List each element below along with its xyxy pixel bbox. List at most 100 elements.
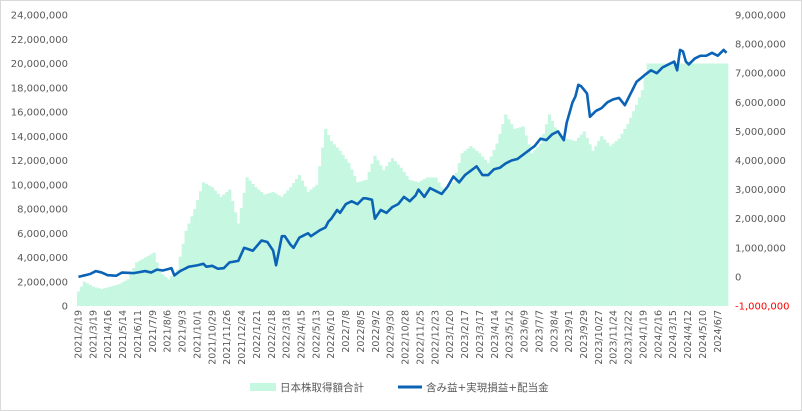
bar [556, 133, 560, 306]
bar [425, 177, 429, 306]
y-right-tick-label: 0 [735, 272, 741, 283]
bar [387, 162, 392, 306]
bar [527, 144, 531, 306]
y-right-tick-label: 4,000,000 [735, 156, 786, 167]
x-tick-label: 2021/6/11 [133, 310, 144, 359]
series-line [78, 48, 728, 279]
bar [434, 177, 438, 306]
bar [126, 279, 130, 306]
bar [149, 254, 153, 306]
bar [693, 63, 697, 306]
bar [666, 63, 671, 306]
bar [472, 148, 476, 307]
bar [603, 139, 607, 306]
bar [597, 141, 601, 306]
bar [207, 185, 211, 306]
bar [533, 149, 537, 306]
bar [361, 180, 366, 306]
bar [268, 192, 273, 306]
bar [167, 279, 171, 306]
y-right-tick-label: 5,000,000 [735, 127, 786, 138]
bar [463, 150, 467, 306]
x-tick-label: 2022/9/30 [386, 310, 397, 359]
y-left-tick-label: 8,000,000 [17, 205, 68, 216]
x-tick-label: 2023/6/9 [520, 310, 531, 353]
bar [135, 262, 139, 306]
bar [286, 190, 290, 306]
bar [626, 124, 630, 307]
bar [701, 63, 706, 306]
x-tick-label: 2022/5/13 [311, 310, 322, 359]
y-right-tick-label: 3,000,000 [735, 185, 786, 196]
bar [664, 63, 668, 306]
bar [219, 196, 223, 307]
bar [672, 63, 676, 306]
bar [652, 63, 656, 306]
x-tick-label: 2021/3/19 [88, 310, 99, 359]
bar [440, 187, 444, 306]
y-left-tick-label: 14,000,000 [11, 132, 68, 143]
bar [143, 257, 148, 306]
bar [617, 138, 621, 306]
bar [605, 142, 610, 306]
legend-label-bar: 日本株取得額合計 [280, 381, 364, 394]
bar [542, 133, 546, 306]
bar [300, 180, 304, 306]
y-left-tick-label: 0 [62, 302, 68, 313]
bar [274, 193, 278, 306]
bar [341, 154, 345, 306]
bar [106, 287, 110, 306]
y-left-tick-label: 10,000,000 [11, 180, 68, 191]
bar [350, 169, 354, 306]
y-left-tick-label: 4,000,000 [17, 253, 68, 264]
x-tick-label: 2023/4/14 [490, 310, 501, 359]
y-left-axis: 0 2,000,000 4,000,000 6,000,000 8,000,000 10,… [11, 11, 68, 313]
y-left-tick-label: 16,000,000 [11, 108, 68, 119]
bar [716, 63, 720, 306]
bar [306, 192, 310, 306]
bar [158, 272, 162, 306]
bar [181, 243, 185, 306]
x-tick-label: 2021/9/3 [178, 310, 189, 353]
bar [402, 171, 406, 306]
bar [684, 63, 688, 306]
bar [248, 180, 252, 306]
x-tick-label: 2023/11/24 [609, 310, 620, 365]
legend-swatch-bar [250, 383, 276, 391]
x-tick-label: 2022/4/15 [297, 310, 308, 359]
bar [498, 133, 502, 306]
bar [620, 133, 624, 306]
x-axis: 2021/2/19 2021/3/19 2021/4/16 2021/5/14 2021… [74, 310, 724, 365]
bar [696, 63, 700, 306]
bar [196, 200, 200, 306]
bar [132, 268, 136, 306]
x-tick-label: 2023/5/12 [505, 310, 516, 359]
x-tick-label: 2023/9/1 [564, 310, 575, 353]
bar [79, 286, 84, 306]
bar [321, 147, 325, 306]
bar [579, 134, 583, 306]
bar [681, 63, 685, 306]
bar [245, 177, 249, 306]
bar [193, 209, 197, 306]
bar [576, 137, 581, 306]
bar [292, 183, 296, 306]
bar [318, 166, 322, 306]
bar [263, 194, 267, 306]
bar [431, 177, 435, 306]
bar [396, 164, 400, 306]
bar [588, 144, 592, 306]
bar [353, 175, 357, 306]
bar [108, 286, 113, 306]
bar [518, 127, 522, 306]
x-tick-label: 2021/7/9 [148, 310, 159, 353]
bar [405, 175, 409, 306]
bar [512, 128, 517, 306]
bar [475, 150, 479, 306]
legend-label-line: 含み益+実現損益+配当金 [426, 381, 549, 394]
x-tick-label: 2022/10/28 [401, 310, 412, 365]
bar [356, 182, 360, 306]
bar [661, 63, 665, 306]
x-tick-label: 2021/5/14 [118, 310, 129, 359]
